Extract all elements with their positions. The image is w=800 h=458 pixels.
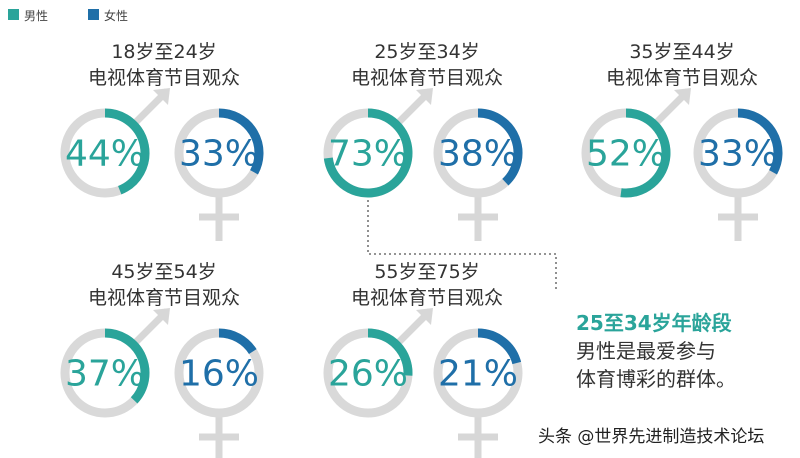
group-3-male-ring-arc [620,108,671,198]
callout-connector [367,200,557,292]
callout-line-3: 体育博彩的群体。 [576,367,736,391]
group-3-female-ring-label: 33% [698,134,778,175]
male-symbol-5-arrow-head [416,308,433,325]
group-3-title-line1: 35岁至44岁 [629,41,734,63]
callout-line-2: 男性是最爱参与 [576,339,716,363]
group-1-male-ring-label: 44% [65,134,145,175]
male-symbol-2-arrow-head [416,88,433,105]
group-2-male-ring: 73% [323,108,413,198]
group-4-title-line2: 电视体育节目观众 [88,287,240,309]
group-4-female-ring-arc [218,328,257,355]
group-2-title-line2: 电视体育节目观众 [351,67,503,89]
watermark: 头条 @世界先进制造技术论坛 [538,427,764,447]
group-5-female-ring-arc [477,328,522,365]
group-3-male-ring: 52% [581,108,671,198]
group-1-female-ring-label: 33% [179,134,259,175]
watermark-text: 头条 @世界先进制造技术论坛 [538,427,764,447]
group-2-male-ring-label: 73% [328,134,408,175]
group-2-female-ring-label: 38% [438,134,518,175]
legend: 男性 女性 [8,8,128,23]
callout-headline: 25至34岁年龄段 [576,311,732,335]
legend-female-swatch [88,9,99,20]
group-1-title-line1: 18岁至24岁 [111,41,216,63]
group-2-female-ring: 38% [433,108,523,198]
group-1-male-ring: 44% [60,108,150,198]
group-3-female-ring-arc [737,108,783,175]
group-1-male-ring-arc [104,108,150,195]
group-3-title-line2: 电视体育节目观众 [606,67,758,89]
group-1-title-line2: 电视体育节目观众 [88,67,240,89]
group-4-female-ring: 16% [174,328,264,418]
group-4-male-ring-arc [104,328,150,404]
group-4-female-ring-label: 16% [179,354,259,395]
group-5-title-line1: 55岁至75岁 [374,261,479,283]
group-5-title-line2: 电视体育节目观众 [351,287,503,309]
group-1-female-ring: 33% [174,108,264,198]
group-5-female-ring-label: 21% [438,354,518,395]
group-4-male-ring-label: 37% [65,354,145,395]
group-titles: 18岁至24岁 电视体育节目观众 25岁至34岁 电视体育节目观众 35岁至44… [88,41,758,309]
male-symbol-1-arrow-head [153,88,170,105]
group-2-title-line1: 25岁至34岁 [374,41,479,63]
male-symbol-3-arrow-head [674,88,691,105]
donut-rings: 44% 33% 73% 38% 52% 33% 37% 16% 26% 21% [60,108,783,418]
callout: 25至34岁年龄段 男性是最爱参与 体育博彩的群体。 [576,311,736,391]
legend-female-label: 女性 [104,8,128,23]
group-5-male-ring-arc [367,328,413,376]
group-5-male-ring: 26% [323,328,413,418]
group-4-male-ring: 37% [60,328,150,418]
legend-male-swatch [8,9,19,20]
group-2-male-ring-arc [323,108,413,198]
group-2-female-ring-arc [477,108,523,186]
legend-male-label: 男性 [24,9,48,23]
group-5-male-ring-label: 26% [328,354,408,395]
group-1-female-ring-arc [218,108,264,175]
gender-symbols [131,88,758,458]
group-4-title-line1: 45岁至54岁 [111,261,216,283]
group-3-male-ring-label: 52% [586,134,666,175]
group-5-female-ring: 21% [433,328,523,418]
male-symbol-4-arrow-head [153,308,170,325]
group-3-female-ring: 33% [693,108,783,198]
